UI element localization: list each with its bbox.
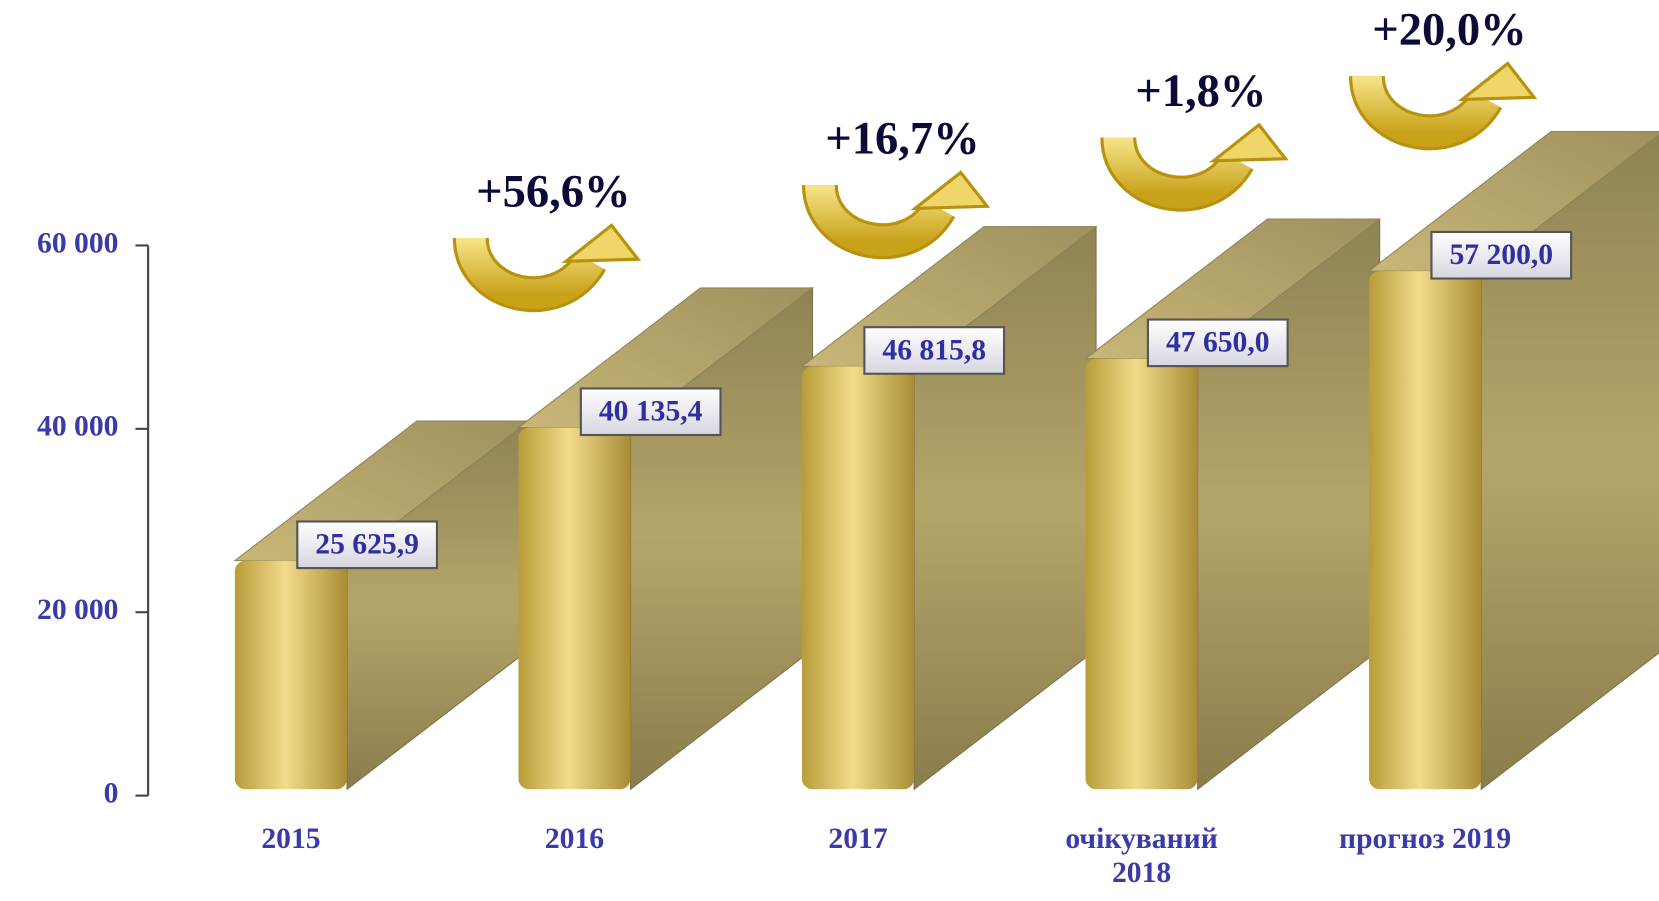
value-label-box (863, 326, 1006, 375)
bar (800, 225, 1098, 791)
value-label: 57 200,0 (1449, 239, 1553, 271)
growth-annotation: +16,7% (825, 114, 980, 165)
growth-annotation: +20,0% (1372, 5, 1527, 56)
value-label: 47 650,0 (1166, 327, 1270, 359)
growth-arrowhead (1208, 122, 1289, 163)
value-label-box (296, 520, 439, 570)
y-tick-label: 40 000 (37, 411, 118, 443)
y-tick-label: 20 000 (37, 594, 118, 626)
bar (516, 286, 815, 791)
value-label: 25 625,9 (315, 529, 419, 561)
bar (233, 419, 531, 791)
growth-arrowhead (910, 170, 991, 211)
bar-front (1369, 271, 1482, 790)
growth-arrow-fill (455, 236, 604, 309)
y-tick-label: 60 000 (37, 227, 118, 259)
value-label: 40 135,4 (599, 396, 703, 428)
growth-arrowhead (561, 223, 642, 264)
bar-front (801, 366, 915, 790)
growth-annotation: +56,6% (476, 166, 631, 217)
growth-annotation: +1,8% (1135, 66, 1266, 117)
growth-arrow-fill (1352, 74, 1500, 148)
value-label-box (1146, 318, 1289, 368)
bar (1367, 130, 1659, 791)
plot: 0 20 000 40 000 60 000 25 625,9 2015 40 135,4 2… (37, 5, 1659, 889)
growth-arrow-fill (1103, 136, 1251, 209)
x-tick-label: 2015 (261, 823, 320, 855)
value-label-box (1430, 230, 1573, 280)
value-label: 46 815,8 (882, 334, 986, 366)
growth-arrowhead (1457, 61, 1538, 102)
bar-front (518, 427, 631, 790)
y-tick-label: 0 (104, 777, 119, 809)
bar-front (234, 560, 348, 790)
x-tick-label: прогноз 2019 (1339, 823, 1511, 855)
x-tick-label: очікуваний 2018 (1065, 823, 1217, 889)
x-tick-label: 2016 (545, 823, 604, 855)
value-label-box (579, 387, 722, 437)
bar-front (1085, 358, 1198, 790)
growth-arrow-fill (805, 183, 953, 256)
bar (1083, 217, 1382, 791)
x-tick-label: 2017 (828, 823, 887, 855)
